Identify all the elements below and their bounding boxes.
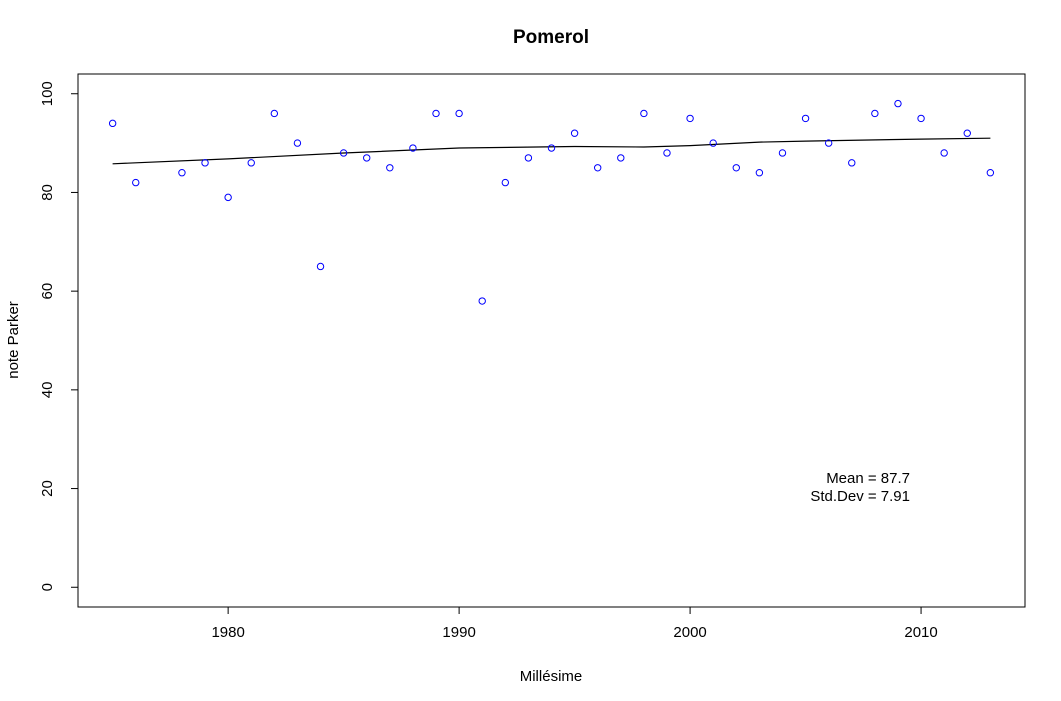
data-point [732, 164, 740, 172]
x-tick-label: 1980 [211, 624, 244, 641]
data-point [593, 164, 602, 172]
y-tick-label: 20 [39, 480, 56, 497]
data-point [894, 99, 902, 108]
data-point [686, 114, 694, 123]
data-point [455, 109, 463, 118]
data-point [640, 109, 648, 118]
y-tick-label: 60 [39, 283, 56, 300]
y-tick-label: 100 [39, 81, 56, 106]
chart-title: Pomerol [513, 27, 589, 48]
data-point [363, 154, 371, 162]
data-point [963, 129, 971, 137]
data-point [386, 164, 394, 172]
data-point [871, 109, 879, 118]
data-point [108, 119, 117, 128]
data-point [339, 149, 348, 157]
plot-frame [77, 73, 1026, 608]
data-point [293, 139, 302, 147]
y-axis-label: note Parker [5, 301, 22, 379]
y-tick-label: 40 [39, 382, 56, 399]
data-point [432, 109, 440, 118]
data-point [940, 149, 948, 157]
y-axis: 0 20 40 60 80 100 [39, 81, 79, 591]
x-tick-label: 2010 [904, 624, 937, 641]
trend-line [112, 137, 991, 165]
x-tick-label: 2000 [673, 624, 706, 641]
x-tick-label: 1990 [442, 624, 475, 641]
data-point [986, 169, 995, 177]
data-point [270, 109, 279, 118]
data-point [709, 139, 717, 147]
data-point [547, 144, 556, 152]
trend-line-layer [112, 137, 991, 165]
data-point [178, 169, 186, 177]
data-point [201, 159, 209, 167]
data-point [501, 178, 510, 187]
data-point [848, 159, 856, 167]
data-point [570, 129, 579, 137]
mean-annotation: Mean = 87.7 [826, 470, 910, 487]
data-point [917, 114, 925, 123]
x-axis: 1980 1990 2000 2010 [211, 606, 938, 641]
data-point [247, 159, 255, 167]
data-point [663, 149, 671, 157]
data-point [524, 154, 533, 162]
data-point [617, 154, 625, 162]
y-tick-label: 80 [39, 184, 56, 201]
stddev-annotation: Std.Dev = 7.91 [810, 488, 910, 505]
data-point [316, 262, 325, 271]
data-points-layer [108, 99, 995, 305]
x-axis-label: Millésime [520, 668, 583, 685]
data-point [801, 114, 810, 123]
data-point [224, 193, 232, 202]
data-point [778, 149, 787, 157]
y-tick-label: 0 [39, 583, 56, 591]
data-point [478, 297, 486, 305]
data-point [824, 139, 833, 147]
data-point [755, 169, 764, 177]
data-point [409, 144, 417, 152]
data-point [132, 178, 140, 187]
